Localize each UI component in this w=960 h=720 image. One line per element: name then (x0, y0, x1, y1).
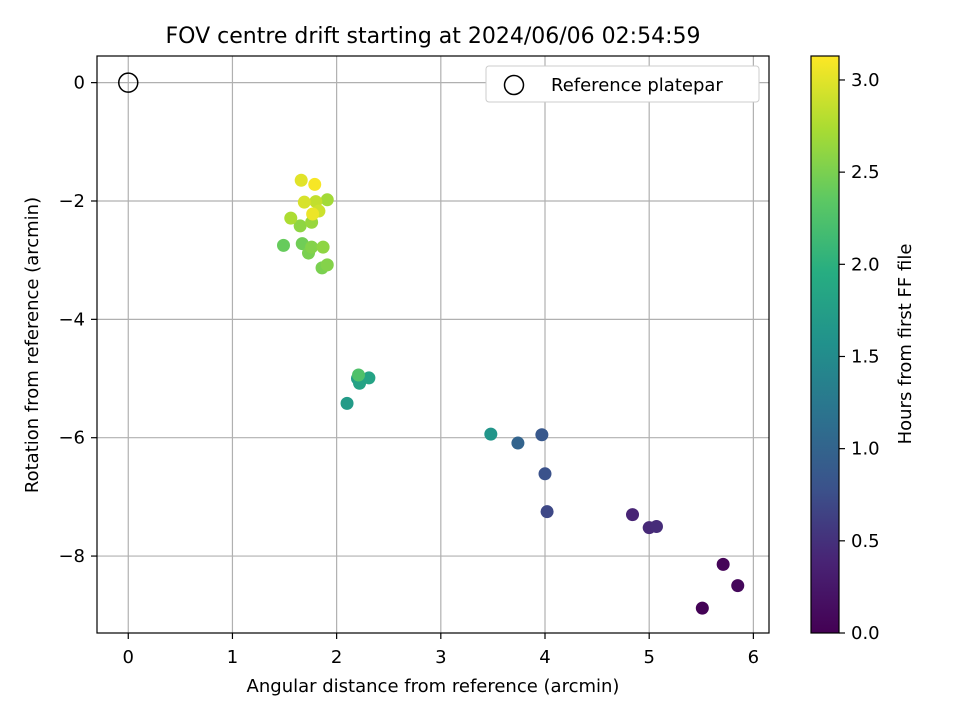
legend-label-reference: Reference platepar (551, 75, 723, 96)
y-tick-label: −4 (58, 309, 85, 330)
data-point (308, 177, 322, 191)
data-point (293, 219, 307, 233)
colorbar-label: Hours from first FF file (895, 244, 916, 445)
data-point (649, 519, 663, 533)
legend-marker-reference (503, 74, 525, 96)
x-tick-label: 0 (123, 647, 134, 668)
data-point (362, 371, 376, 385)
data-point (305, 240, 319, 254)
x-tick-label: 6 (748, 647, 759, 668)
data-point (306, 207, 320, 221)
reference-point (118, 72, 139, 93)
legend: Reference platepar (485, 65, 760, 103)
plot-area (96, 55, 770, 634)
colorbar-tick-label: 1.0 (851, 439, 880, 460)
colorbar-tick-label: 0.5 (851, 531, 880, 552)
x-tick-label: 4 (539, 647, 550, 668)
data-point (626, 508, 640, 522)
x-tick-label: 3 (435, 647, 446, 668)
data-point (511, 436, 525, 450)
data-point (316, 240, 330, 254)
colorbar-tick-label: 3.0 (851, 70, 880, 91)
colorbar-tick-label: 2.0 (851, 254, 880, 275)
y-tick-label: −6 (58, 428, 85, 449)
colorbar-gradient (810, 55, 840, 634)
data-point (716, 557, 730, 571)
axes-frame (96, 55, 770, 634)
data-point (297, 195, 311, 209)
y-tick-label: −2 (58, 191, 85, 212)
y-tick-label: −8 (58, 546, 85, 567)
grid (97, 56, 769, 633)
colorbar-ticks: 0.0 0.5 1.0 1.5 2.0 2.5 3.0 (839, 70, 880, 644)
data-point (484, 427, 498, 441)
y-tick-label: 0 (74, 73, 85, 94)
y-axis-label: Rotation from reference (arcmin) (22, 197, 43, 493)
chart-title: FOV centre drift starting at 2024/06/06 … (166, 24, 701, 49)
data-point (284, 211, 298, 225)
data-point (276, 238, 290, 252)
data-points (276, 173, 745, 615)
colorbar-tick-label: 0.0 (851, 623, 880, 644)
data-point (695, 601, 709, 615)
colorbar-tick-label: 2.5 (851, 162, 880, 183)
data-point (294, 173, 308, 187)
x-tick-label: 5 (643, 647, 654, 668)
x-tick-label: 2 (331, 647, 342, 668)
data-point (538, 467, 552, 481)
data-point (352, 368, 366, 382)
data-point (320, 193, 334, 207)
colorbar: 0.0 0.5 1.0 1.5 2.0 2.5 3.0 Hours from first F… (810, 55, 916, 644)
y-axis-ticks: 0 −2 −4 −6 −8 (58, 73, 97, 567)
data-point (340, 396, 354, 410)
x-axis-ticks: 0 1 2 3 4 5 6 (123, 633, 759, 668)
data-point (731, 579, 745, 593)
data-point (535, 428, 549, 442)
data-point (540, 505, 554, 519)
x-tick-label: 1 (227, 647, 238, 668)
data-point (320, 258, 334, 272)
colorbar-tick-label: 1.5 (851, 346, 880, 367)
legend-box (485, 65, 760, 103)
x-axis-label: Angular distance from reference (arcmin) (247, 676, 620, 697)
